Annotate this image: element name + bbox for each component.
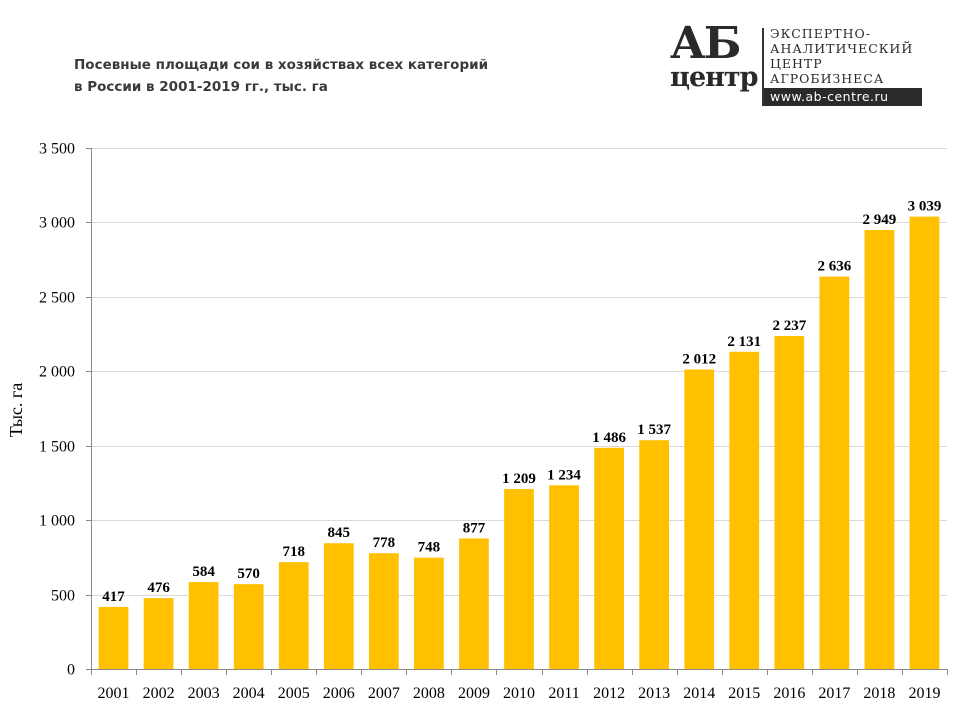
logo-mark-centr: центр xyxy=(670,62,758,93)
x-tick-label: 2007 xyxy=(368,685,400,702)
chart-title: Посевные площади сои в хозяйствах всех к… xyxy=(74,54,488,98)
x-tick-labels: 2001 2002 2003 2004 2005 2006 2007 2008 2009 2010… xyxy=(98,685,941,702)
y-axis-label: Тыс. га xyxy=(6,383,26,438)
logo-text-line: АНАЛИТИЧЕСКИЙ xyxy=(770,41,914,56)
logo-text: ЭКСПЕРТНО- АНАЛИТИЧЕСКИЙ ЦЕНТР АГРОБИЗНЕ… xyxy=(770,26,913,86)
chart-title-line-1: Посевные площади сои в хозяйствах всех к… xyxy=(74,57,489,73)
x-tick-label: 2012 xyxy=(593,685,625,702)
bar xyxy=(909,216,940,669)
y-tick-label: 2 000 xyxy=(39,364,75,381)
data-labels: 417 476 584 570 718 845 778 748 877 1 209 1 234 1 4… xyxy=(102,199,941,605)
data-label: 748 xyxy=(418,540,441,556)
x-tick-label: 2006 xyxy=(323,685,355,702)
data-label: 570 xyxy=(237,566,260,582)
ab-centre-logo: АБ центр ЭКСПЕРТНО- АНАЛИТИЧЕСКИЙ ЦЕНТР … xyxy=(668,18,940,110)
data-label: 2 012 xyxy=(682,351,716,367)
logo-separator xyxy=(762,28,764,106)
bar xyxy=(819,276,850,669)
x-tick-label: 2014 xyxy=(683,685,715,702)
x-tick-label: 2003 xyxy=(188,685,220,702)
logo-text-line: ЦЕНТР xyxy=(770,56,823,71)
data-label: 877 xyxy=(463,520,486,536)
x-tick-label: 2011 xyxy=(548,685,579,702)
data-label: 778 xyxy=(373,535,396,551)
x-tick-label: 2009 xyxy=(458,685,490,702)
x-tick-label: 2002 xyxy=(143,685,175,702)
data-label: 1 209 xyxy=(502,471,536,487)
bar xyxy=(98,606,129,669)
y-tick-label: 2 500 xyxy=(39,290,75,307)
data-label: 1 537 xyxy=(637,422,671,438)
bar xyxy=(143,598,174,669)
data-label: 3 039 xyxy=(908,199,942,215)
x-tick-label: 2004 xyxy=(233,685,265,702)
bar xyxy=(774,336,805,669)
bar xyxy=(639,440,670,669)
data-label: 718 xyxy=(282,544,305,560)
bar xyxy=(278,562,309,669)
x-tick-label: 2008 xyxy=(413,685,445,702)
bar xyxy=(323,543,354,669)
y-tick-label: 1 500 xyxy=(39,439,75,456)
x-tick-label: 2010 xyxy=(503,685,535,702)
bar xyxy=(233,584,264,669)
x-tick-label: 2001 xyxy=(98,685,130,702)
logo-url: www.ab-centre.ru xyxy=(764,88,922,106)
bar xyxy=(504,489,534,669)
data-label: 584 xyxy=(192,564,215,580)
bar xyxy=(549,485,579,669)
bar xyxy=(368,553,399,669)
bar xyxy=(864,230,895,670)
bar xyxy=(459,538,489,669)
x-tick-label: 2019 xyxy=(908,685,940,702)
bars xyxy=(98,216,940,670)
bar xyxy=(414,557,444,669)
x-tick-label: 2018 xyxy=(863,685,895,702)
bar xyxy=(684,369,715,669)
data-label: 1 234 xyxy=(547,467,581,483)
logo-mark-ab: АБ xyxy=(670,18,741,69)
bar xyxy=(729,351,760,669)
y-tick-label: 3 000 xyxy=(39,215,75,232)
chart-title-line-2: в России в 2001-2019 гг., тыс. га xyxy=(74,79,328,95)
data-label: 417 xyxy=(102,589,125,605)
data-label: 2 131 xyxy=(727,334,761,350)
data-label: 476 xyxy=(147,580,170,596)
data-label: 2 636 xyxy=(817,259,851,275)
y-tick-label: 0 xyxy=(67,662,75,679)
data-label: 845 xyxy=(328,525,351,541)
y-tick-labels: 0 500 1 000 1 500 2 000 2 500 3 000 3 500 xyxy=(39,141,75,679)
x-tick-label: 2005 xyxy=(278,685,310,702)
data-label: 2 949 xyxy=(863,212,897,228)
x-tick-label: 2015 xyxy=(728,685,760,702)
x-tick-label: 2013 xyxy=(638,685,670,702)
bar xyxy=(594,447,624,669)
y-tick-label: 3 500 xyxy=(39,141,75,158)
logo-text-line: АГРОБИЗНЕСА xyxy=(770,71,885,86)
bar xyxy=(188,582,219,669)
x-tick-label: 2016 xyxy=(773,685,805,702)
x-tick-label: 2017 xyxy=(818,685,850,702)
data-label: 2 237 xyxy=(772,318,806,334)
y-tick-label: 500 xyxy=(51,588,75,605)
axes xyxy=(86,148,948,675)
data-label: 1 486 xyxy=(592,430,626,446)
logo-text-line: ЭКСПЕРТНО- xyxy=(770,26,871,41)
y-tick-label: 1 000 xyxy=(39,513,75,530)
